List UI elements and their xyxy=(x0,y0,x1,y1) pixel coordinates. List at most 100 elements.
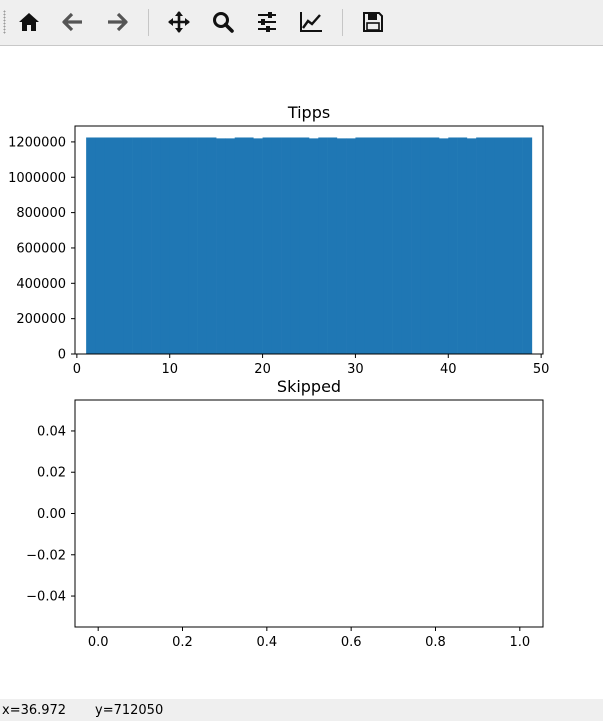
bar-1-47 xyxy=(513,137,523,354)
bar-1-42 xyxy=(466,138,477,354)
bar-1-25 xyxy=(309,138,319,354)
bar-1-7 xyxy=(141,137,152,354)
x-tick-label: 0.0 xyxy=(88,635,109,650)
bar-1-12 xyxy=(188,137,198,354)
bar-1-22 xyxy=(281,137,291,354)
edit-axis-button[interactable] xyxy=(295,6,327,38)
bar-1-39 xyxy=(439,138,449,354)
move-arrows-icon xyxy=(168,11,190,33)
bar-1-34 xyxy=(392,137,403,354)
bar-1-11 xyxy=(179,137,189,354)
bar-1-30 xyxy=(355,137,366,354)
toolbar-grip[interactable] xyxy=(3,10,6,34)
y-tick-label: 800000 xyxy=(16,206,66,221)
toolbar xyxy=(0,0,603,46)
bar-1-32 xyxy=(374,137,384,354)
toolbar-separator xyxy=(342,9,343,36)
y-tick-label: 200000 xyxy=(16,312,66,327)
y-tick-label: 1000000 xyxy=(8,171,66,186)
bar-1-16 xyxy=(225,138,236,354)
y-tick-label: 600000 xyxy=(16,241,66,256)
chart-title: Tipps xyxy=(287,103,330,122)
axes-frame xyxy=(74,399,544,628)
sliders-icon xyxy=(258,12,276,32)
bar-1-41 xyxy=(457,137,468,354)
bar-1-9 xyxy=(160,137,171,354)
x-tick-label: 0.6 xyxy=(341,635,362,650)
bar-1-13 xyxy=(197,137,208,354)
y-tick-label: 0.02 xyxy=(37,466,66,481)
y-tick-label: −0.02 xyxy=(26,548,66,563)
bar-1-8 xyxy=(151,137,161,354)
figure-canvas[interactable]: 0 10 20 30 40 50 0 200000 400000 600000 800000 1000… xyxy=(0,46,603,699)
bar-1-10 xyxy=(169,137,180,354)
bar-1-46 xyxy=(504,137,514,354)
x-tick-label: 10 xyxy=(161,362,178,377)
bar-1-14 xyxy=(206,137,217,354)
x-tick-label: 0.2 xyxy=(172,635,193,650)
bar-1-3 xyxy=(104,137,115,354)
line-chart-icon xyxy=(300,12,322,32)
magnifier-icon xyxy=(213,12,234,33)
chart-title: Skipped xyxy=(277,377,341,396)
axes-frame xyxy=(74,125,544,355)
bar-1-31 xyxy=(364,137,375,354)
home-icon xyxy=(19,13,39,31)
home-button[interactable] xyxy=(13,6,45,38)
x-tick-label: 30 xyxy=(347,362,364,377)
y-tick-label: 0.00 xyxy=(37,507,66,522)
bar-1-37 xyxy=(420,137,431,354)
bar-1-44 xyxy=(485,137,496,354)
cursor-x-readout: x=36.972 xyxy=(2,703,67,718)
bar-1-26 xyxy=(318,137,328,354)
bar-1-2 xyxy=(95,137,106,354)
y-tick-label: 400000 xyxy=(16,277,66,292)
y-tick-label: 0 xyxy=(58,348,66,363)
x-tick-label: 0 xyxy=(73,362,81,377)
bar-1-45 xyxy=(494,137,505,354)
bar-1-33 xyxy=(383,137,393,354)
zoom-button[interactable] xyxy=(207,6,239,38)
bar-1-19 xyxy=(253,138,263,354)
bar-1-5 xyxy=(123,137,133,354)
bar-1-21 xyxy=(271,137,282,354)
x-tick-label: 20 xyxy=(254,362,271,377)
bar-1-24 xyxy=(299,137,310,354)
arrow-left-icon xyxy=(62,12,82,32)
save-button[interactable] xyxy=(357,6,389,38)
bar-1-18 xyxy=(244,137,254,354)
figure: 0 10 20 30 40 50 0 200000 400000 600000 800000 1000… xyxy=(8,103,550,650)
bar-1-27 xyxy=(327,137,338,354)
bar-1-36 xyxy=(411,137,421,354)
bar-1-6 xyxy=(132,137,143,354)
status-bar: x=36.972 y=712050 xyxy=(0,699,603,721)
x-tick-label: 1.0 xyxy=(509,635,530,650)
bar-1-17 xyxy=(234,137,245,354)
bar-1-29 xyxy=(346,138,356,354)
y-tick-label: 1200000 xyxy=(8,135,66,150)
x-tick-label: 0.8 xyxy=(425,635,446,650)
bar-1-28 xyxy=(336,138,347,354)
floppy-disk-icon xyxy=(363,12,383,32)
bar-1-15 xyxy=(216,138,226,354)
forward-button[interactable] xyxy=(101,6,133,38)
x-tick-label: 50 xyxy=(533,362,550,377)
bar-1-35 xyxy=(401,137,412,354)
bar-1-48 xyxy=(522,137,533,354)
arrow-right-icon xyxy=(108,12,128,32)
configure-subplots-button[interactable] xyxy=(251,6,283,38)
cursor-y-readout: y=712050 xyxy=(95,703,164,718)
bar-1-43 xyxy=(476,137,486,354)
pan-button[interactable] xyxy=(163,6,195,38)
x-tick-label: 40 xyxy=(440,362,457,377)
bar-1-1 xyxy=(86,137,96,354)
toolbar-separator xyxy=(148,9,149,36)
back-button[interactable] xyxy=(57,6,89,38)
bar-1-20 xyxy=(262,137,273,354)
bar-1-40 xyxy=(448,137,458,354)
y-tick-label: −0.04 xyxy=(26,590,66,605)
bar-1-4 xyxy=(114,137,124,354)
bar-1-23 xyxy=(290,137,301,354)
x-tick-label: 0.4 xyxy=(256,635,277,650)
bar-1-38 xyxy=(429,137,440,354)
